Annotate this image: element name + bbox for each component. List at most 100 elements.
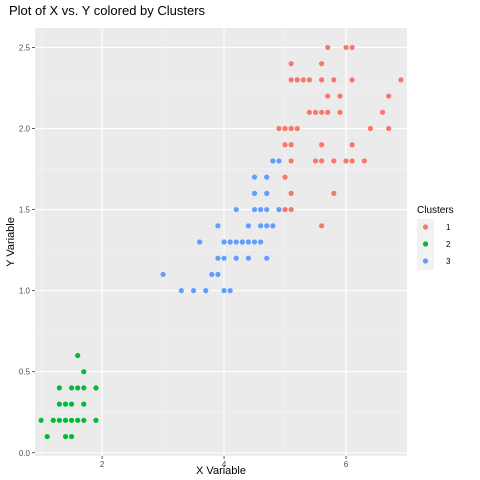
data-point-cluster-3 (221, 256, 226, 261)
data-point-cluster-2 (81, 385, 86, 390)
data-point-cluster-1 (386, 93, 391, 98)
data-point-cluster-3 (234, 239, 239, 244)
data-point-cluster-1 (282, 126, 287, 131)
data-point-cluster-1 (350, 77, 355, 82)
data-point-cluster-2 (81, 418, 86, 423)
data-point-cluster-3 (276, 158, 281, 163)
data-point-cluster-1 (325, 93, 330, 98)
data-point-cluster-1 (289, 207, 294, 212)
data-point-cluster-1 (276, 126, 281, 131)
data-point-cluster-3 (179, 288, 184, 293)
x-tick-label: 6 (344, 460, 349, 469)
data-point-cluster-2 (51, 418, 56, 423)
x-axis-title: X Variable (196, 465, 246, 477)
data-point-cluster-3 (264, 223, 269, 228)
legend-label: 1 (446, 223, 451, 232)
data-point-cluster-1 (343, 158, 348, 163)
data-point-cluster-1 (295, 77, 300, 82)
data-point-cluster-3 (258, 239, 263, 244)
data-point-cluster-2 (63, 434, 68, 439)
data-point-cluster-1 (282, 175, 287, 180)
y-tick-label: 0.5 (19, 368, 31, 377)
y-tick-label: 1.5 (19, 206, 31, 215)
data-point-cluster-2 (69, 402, 74, 407)
plot-panel (35, 28, 407, 456)
data-point-cluster-1 (319, 158, 324, 163)
data-point-cluster-3 (270, 223, 275, 228)
data-point-cluster-1 (331, 158, 336, 163)
legend: Clusters 1 2 3 (417, 205, 454, 270)
data-point-cluster-3 (246, 239, 251, 244)
data-point-cluster-1 (350, 158, 355, 163)
legend-title: Clusters (417, 205, 454, 216)
data-point-cluster-2 (69, 418, 74, 423)
data-point-cluster-3 (264, 207, 269, 212)
data-point-cluster-2 (75, 385, 80, 390)
data-point-cluster-2 (93, 385, 98, 390)
data-point-cluster-3 (276, 207, 281, 212)
data-point-cluster-2 (57, 418, 62, 423)
data-point-cluster-1 (313, 158, 318, 163)
data-point-cluster-1 (289, 126, 294, 131)
data-point-cluster-1 (368, 126, 373, 131)
data-point-cluster-1 (319, 142, 324, 147)
data-point-cluster-2 (63, 402, 68, 407)
data-point-cluster-1 (386, 126, 391, 131)
data-point-cluster-1 (307, 110, 312, 115)
data-point-cluster-3 (240, 239, 245, 244)
data-point-cluster-1 (350, 142, 355, 147)
data-point-cluster-1 (337, 110, 342, 115)
data-point-cluster-3 (228, 288, 233, 293)
data-point-cluster-1 (319, 110, 324, 115)
data-point-cluster-1 (350, 45, 355, 50)
data-point-cluster-1 (289, 158, 294, 163)
data-point-cluster-3 (270, 158, 275, 163)
y-axis-title: Y Variable (5, 217, 17, 267)
data-point-cluster-3 (246, 223, 251, 228)
legend-items: 1 2 3 (417, 219, 451, 270)
data-point-cluster-3 (258, 223, 263, 228)
data-point-cluster-1 (307, 77, 312, 82)
data-point-cluster-1 (313, 110, 318, 115)
chart-title: Plot of X vs. Y colored by Clusters (9, 3, 206, 18)
data-point-cluster-3 (252, 239, 257, 244)
data-point-cluster-1 (319, 223, 324, 228)
data-point-cluster-3 (264, 256, 269, 261)
data-point-cluster-2 (57, 385, 62, 390)
data-point-cluster-3 (215, 256, 220, 261)
legend-key-point (423, 258, 428, 263)
data-point-cluster-1 (319, 77, 324, 82)
data-point-cluster-3 (221, 239, 226, 244)
y-tick-label: 0.0 (19, 449, 31, 458)
y-tick-label: 1.0 (19, 287, 31, 296)
data-point-cluster-3 (246, 256, 251, 261)
data-point-cluster-2 (75, 418, 80, 423)
data-point-cluster-3 (209, 272, 214, 277)
data-point-cluster-3 (197, 239, 202, 244)
data-point-cluster-1 (398, 77, 403, 82)
legend-label: 2 (446, 240, 451, 249)
data-point-cluster-2 (69, 385, 74, 390)
data-point-cluster-1 (319, 61, 324, 66)
data-point-cluster-3 (264, 175, 269, 180)
data-point-cluster-3 (203, 288, 208, 293)
data-point-cluster-1 (301, 77, 306, 82)
legend-key-point (423, 241, 428, 246)
data-point-cluster-2 (81, 402, 86, 407)
x-tick-label: 2 (100, 460, 105, 469)
data-point-cluster-1 (362, 158, 367, 163)
data-point-cluster-3 (228, 239, 233, 244)
data-point-cluster-1 (380, 110, 385, 115)
data-point-cluster-2 (75, 353, 80, 358)
data-point-cluster-1 (325, 110, 330, 115)
data-point-cluster-2 (38, 418, 43, 423)
data-point-cluster-1 (289, 61, 294, 66)
data-point-cluster-1 (282, 142, 287, 147)
data-point-cluster-1 (331, 77, 336, 82)
data-point-cluster-2 (81, 369, 86, 374)
data-point-cluster-3 (221, 288, 226, 293)
y-tick-label: 2.5 (19, 43, 31, 52)
data-point-cluster-3 (252, 191, 257, 196)
legend-key-point (423, 224, 428, 229)
